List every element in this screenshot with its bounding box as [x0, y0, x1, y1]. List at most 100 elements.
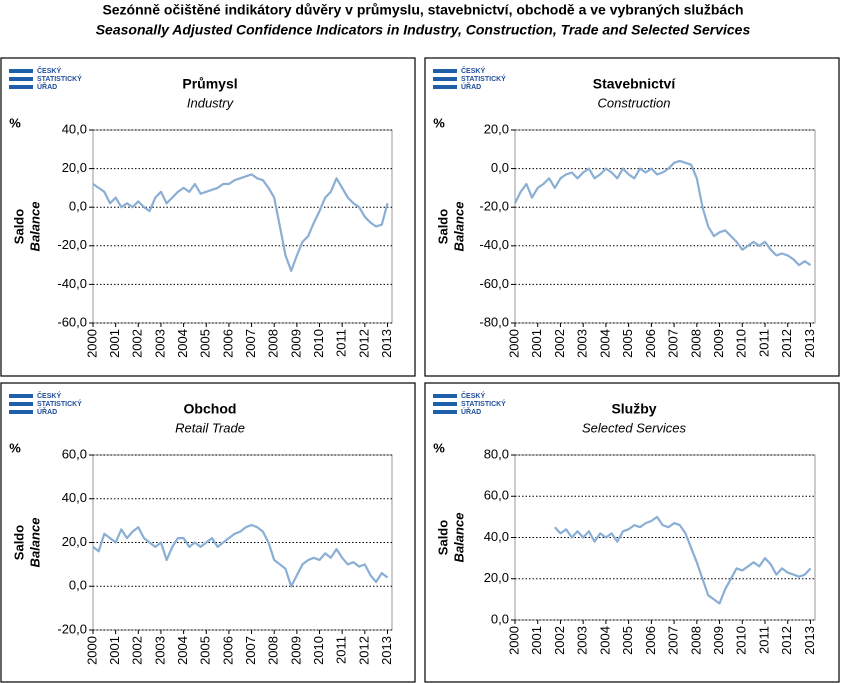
logo-bar — [433, 69, 457, 73]
x-tick-label: 2012 — [779, 626, 794, 655]
x-tick-label: 2009 — [288, 636, 303, 665]
logo-text: ČESKÝ — [461, 391, 485, 400]
y-unit: % — [9, 115, 21, 130]
x-tick-label: 2004 — [597, 329, 612, 358]
logo-bar — [9, 410, 33, 414]
chart-title: Průmysl — [182, 76, 237, 92]
logo-text: ÚŘAD — [461, 82, 481, 91]
y-axis-label: Saldo — [11, 525, 26, 560]
logo-bar — [9, 394, 33, 398]
chart-subtitle: Industry — [187, 95, 235, 110]
y-tick-label: 80,0 — [484, 446, 509, 461]
y-unit: % — [433, 115, 445, 130]
x-tick-label: 2010 — [311, 636, 326, 665]
x-tick-label: 2005 — [620, 626, 635, 655]
plot-area — [92, 454, 393, 631]
x-tick-label: 2009 — [288, 329, 303, 358]
x-tick-label: 2008 — [688, 626, 703, 655]
y-tick-label: -80,0 — [479, 314, 509, 329]
data-line — [92, 173, 389, 272]
data-line — [553, 515, 812, 605]
logo-bar — [9, 77, 33, 81]
y-tick-label: -60,0 — [479, 276, 509, 291]
logo-text: ČESKÝ — [37, 391, 61, 400]
y-unit: % — [9, 440, 21, 455]
chart-title: Stavebnictví — [593, 76, 677, 92]
x-tick-label: 2007 — [243, 636, 258, 665]
y-axis-label-en: Balance — [451, 202, 466, 252]
y-tick-label: -20,0 — [479, 199, 509, 214]
x-tick-label: 2007 — [666, 329, 681, 358]
x-tick-label: 2011 — [334, 636, 349, 664]
logo-text: ÚŘAD — [461, 407, 481, 416]
x-tick-label: 2006 — [220, 329, 235, 358]
logo-text: ČESKÝ — [461, 66, 485, 75]
x-tick-label: 2008 — [266, 329, 281, 358]
x-tick-label: 2001 — [107, 636, 122, 665]
x-tick-label: 2005 — [198, 329, 213, 358]
y-axis-label: Saldo — [435, 209, 450, 244]
y-axis-label-en: Balance — [27, 202, 42, 252]
x-tick-label: 2011 — [756, 329, 771, 357]
y-tick-label: 0,0 — [69, 578, 87, 593]
x-tick-label: 2003 — [152, 329, 167, 358]
data-line — [514, 159, 812, 267]
x-tick-label: 2004 — [597, 626, 612, 655]
y-axis-label: Saldo — [435, 520, 450, 555]
y-tick-label: 40,0 — [484, 529, 509, 544]
plot-area — [92, 129, 393, 324]
y-axis-label-en: Balance — [451, 513, 466, 563]
x-tick-label: 2010 — [734, 626, 749, 655]
panel-frame — [424, 57, 840, 377]
x-tick-label: 2007 — [243, 329, 258, 358]
x-tick-label: 2002 — [552, 626, 567, 655]
logo-text: ÚŘAD — [37, 82, 57, 91]
x-tick-label: 2009 — [711, 329, 726, 358]
x-tick-label: 2001 — [107, 329, 122, 358]
x-tick-label: 2012 — [779, 329, 794, 358]
logo-bar — [433, 410, 457, 414]
x-tick-label: 2013 — [802, 626, 817, 655]
x-tick-label: 2006 — [643, 626, 658, 655]
x-tick-label: 2008 — [688, 329, 703, 358]
panel-frame — [0, 57, 416, 377]
y-tick-label: 20,0 — [62, 160, 87, 175]
x-tick-label: 2003 — [575, 329, 590, 358]
x-tick-label: 2002 — [130, 329, 145, 358]
logo-text: ÚŘAD — [37, 407, 57, 416]
y-tick-label: -40,0 — [479, 237, 509, 252]
x-tick-label: 2006 — [220, 636, 235, 665]
x-tick-label: 2006 — [643, 329, 658, 358]
x-tick-label: 2005 — [198, 636, 213, 665]
x-tick-label: 2009 — [711, 626, 726, 655]
chart-subtitle: Selected Services — [582, 420, 687, 435]
x-tick-label: 2002 — [130, 636, 145, 665]
x-tick-label: 2000 — [84, 636, 99, 665]
x-tick-label: 2001 — [529, 626, 544, 655]
y-tick-label: 60,0 — [62, 446, 87, 461]
y-tick-label: 20,0 — [484, 570, 509, 585]
x-tick-label: 2003 — [152, 636, 167, 665]
x-tick-label: 2013 — [379, 329, 394, 358]
x-tick-label: 2011 — [756, 626, 771, 654]
logo-bar — [9, 69, 33, 73]
panel-frame — [424, 382, 840, 683]
y-tick-label: 40,0 — [62, 490, 87, 505]
y-unit: % — [433, 440, 445, 455]
plot-area — [514, 454, 816, 621]
logo-bar — [433, 402, 457, 406]
plot-area — [514, 129, 816, 324]
x-tick-label: 2013 — [802, 329, 817, 358]
x-tick-label: 2001 — [529, 329, 544, 358]
chart-subtitle: Retail Trade — [175, 420, 245, 435]
x-tick-label: 2000 — [506, 626, 521, 655]
x-tick-label: 2005 — [620, 329, 635, 358]
y-axis-label-en: Balance — [27, 518, 42, 568]
x-tick-label: 2002 — [552, 329, 567, 358]
x-tick-label: 2003 — [575, 626, 590, 655]
logo-bar — [433, 394, 457, 398]
chart-subtitle: Construction — [598, 95, 671, 110]
y-tick-label: 20,0 — [62, 534, 87, 549]
y-tick-label: 0,0 — [491, 160, 509, 175]
chart-title: Služby — [611, 401, 656, 417]
